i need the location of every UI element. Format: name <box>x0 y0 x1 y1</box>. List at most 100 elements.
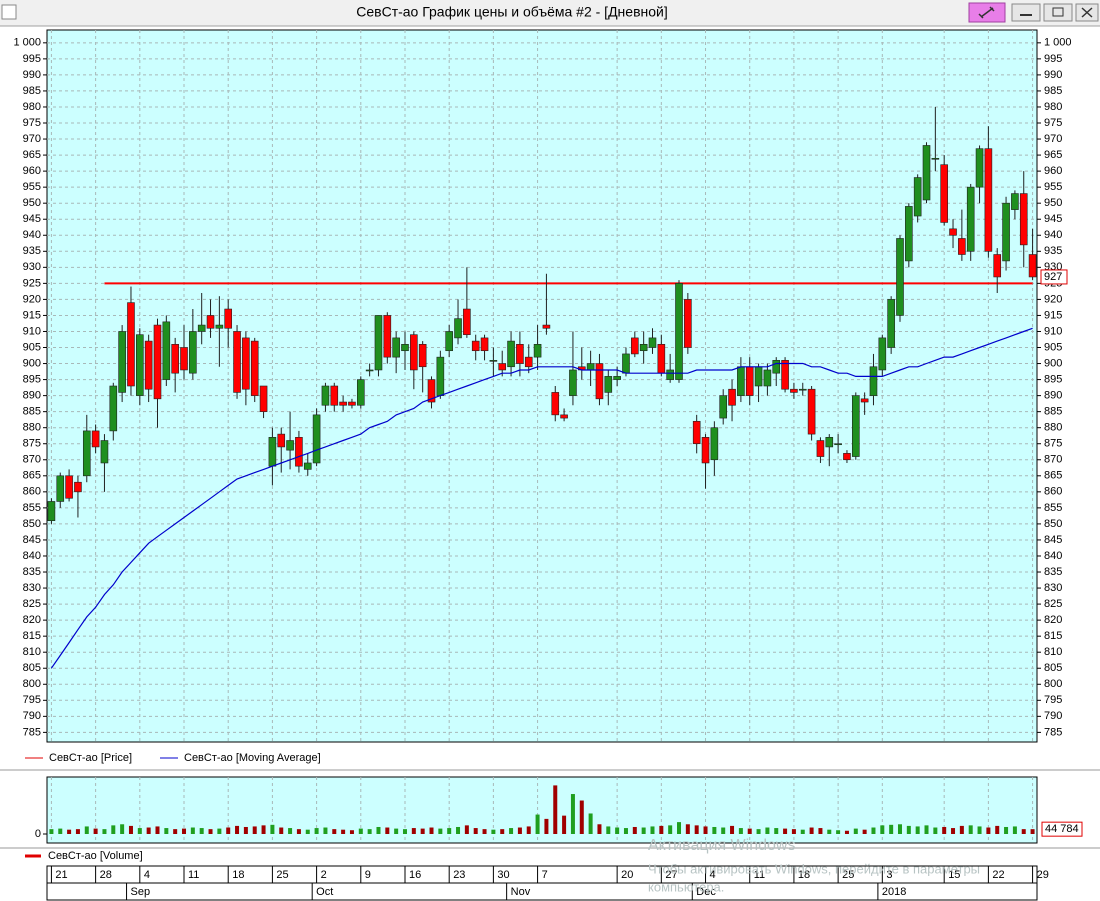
candle-body <box>56 475 65 502</box>
y2-tick-label: 915 <box>1044 309 1062 321</box>
volume-bar <box>677 822 682 834</box>
watermark-title: Активация Windows <box>648 837 795 854</box>
candle-body <box>524 356 533 368</box>
volume-bar <box>235 825 240 834</box>
candle-body <box>648 337 657 348</box>
y2-tick-label: 895 <box>1044 373 1062 385</box>
candle-body <box>1011 193 1019 210</box>
link-icon <box>978 6 995 19</box>
candle-body <box>82 430 91 477</box>
y2-tick-label: 835 <box>1044 566 1062 578</box>
volume-bar <box>871 827 876 834</box>
y2-tick-label: 980 <box>1044 101 1062 113</box>
candle-body <box>489 360 498 362</box>
y2-tick-label: 960 <box>1044 165 1062 177</box>
candle-body <box>268 437 277 467</box>
y2-tick-label: 975 <box>1044 117 1062 129</box>
y2-tick-label: 900 <box>1044 357 1062 369</box>
moving-average-line <box>50 327 1033 669</box>
y-tick-label: 865 <box>23 470 41 482</box>
minimize-button[interactable] <box>1011 3 1041 22</box>
candle-body <box>984 148 993 252</box>
candle-body <box>834 443 842 446</box>
candle-body <box>383 315 392 358</box>
window-icon[interactable] <box>1 4 17 20</box>
y-tick-label: 860 <box>23 486 41 498</box>
candle-body <box>224 308 233 329</box>
volume-bar <box>464 825 469 834</box>
y-tick-label: 785 <box>23 726 41 738</box>
y2-tick-label: 805 <box>1044 662 1062 674</box>
restore-button[interactable] <box>1043 3 1073 22</box>
x-tick-label: 30 <box>497 869 509 881</box>
volume-bar <box>889 824 894 834</box>
candle-body <box>692 420 701 445</box>
period-label: Nov <box>511 886 531 898</box>
volume-bar <box>827 829 832 834</box>
x-tick-label: 21 <box>55 869 67 881</box>
last-price-label: 927 <box>1044 271 1062 283</box>
x-tick-label: 28 <box>100 869 112 881</box>
volume-bar <box>862 829 867 834</box>
y-tick-label: 875 <box>23 438 41 450</box>
candle-body <box>860 398 869 403</box>
candle-body <box>684 299 692 348</box>
volume-bar <box>738 828 743 834</box>
period-label: Oct <box>316 886 333 898</box>
y2-tick-label: 985 <box>1044 85 1062 97</box>
volume-bar <box>597 824 602 834</box>
volume-bar <box>942 826 947 834</box>
y2-tick-label: 970 <box>1044 133 1062 145</box>
y-tick-label: 990 <box>23 69 41 81</box>
candle-body <box>586 363 595 371</box>
volume-bar <box>800 829 805 834</box>
volume-bar <box>836 830 841 834</box>
volume-bar <box>111 825 116 834</box>
y-tick-label: 935 <box>23 245 41 257</box>
y2-tick-label: 875 <box>1044 438 1062 450</box>
volume-bar <box>226 827 231 834</box>
volume-bar <box>1012 826 1017 834</box>
candle-body <box>206 315 215 329</box>
y-tick-label: 855 <box>23 502 41 514</box>
candle-body <box>657 344 666 374</box>
volume-bar <box>296 829 301 834</box>
candle-body <box>940 164 948 223</box>
x-tick-label: 18 <box>798 869 810 881</box>
candle-body <box>533 344 542 358</box>
candle-body <box>701 437 710 464</box>
candle-body <box>144 340 153 390</box>
volume-bar <box>712 826 717 834</box>
candle-body <box>710 427 719 461</box>
y2-tick-label: 950 <box>1044 197 1062 209</box>
candle-body <box>242 337 250 390</box>
y-tick-label: 985 <box>23 85 41 97</box>
y-tick-label: 900 <box>23 357 41 369</box>
volume-bar <box>880 825 885 834</box>
candle-body <box>365 369 374 372</box>
candle-body <box>1028 254 1037 278</box>
volume-bar <box>517 827 522 834</box>
volume-bar <box>182 828 187 834</box>
candle-body <box>958 238 966 255</box>
volume-bar <box>588 813 593 834</box>
volume-bar <box>897 824 902 834</box>
candle-body <box>303 462 312 470</box>
volume-bar <box>438 828 443 834</box>
y-tick-label: 965 <box>23 149 41 161</box>
volume-bar <box>173 829 178 834</box>
volume-bar <box>747 828 752 834</box>
candle-body <box>392 337 400 358</box>
candle-body <box>737 366 745 396</box>
candle-body <box>295 437 303 467</box>
volume-bar <box>933 827 938 834</box>
volume-bar <box>791 829 796 834</box>
candle-body <box>851 395 860 457</box>
x-tick-label: 23 <box>453 869 465 881</box>
volume-bar <box>986 827 991 834</box>
y2-tick-label: 935 <box>1044 245 1062 257</box>
volume-bar <box>199 828 204 834</box>
volume-bar <box>906 825 911 834</box>
candle-body <box>109 385 118 432</box>
